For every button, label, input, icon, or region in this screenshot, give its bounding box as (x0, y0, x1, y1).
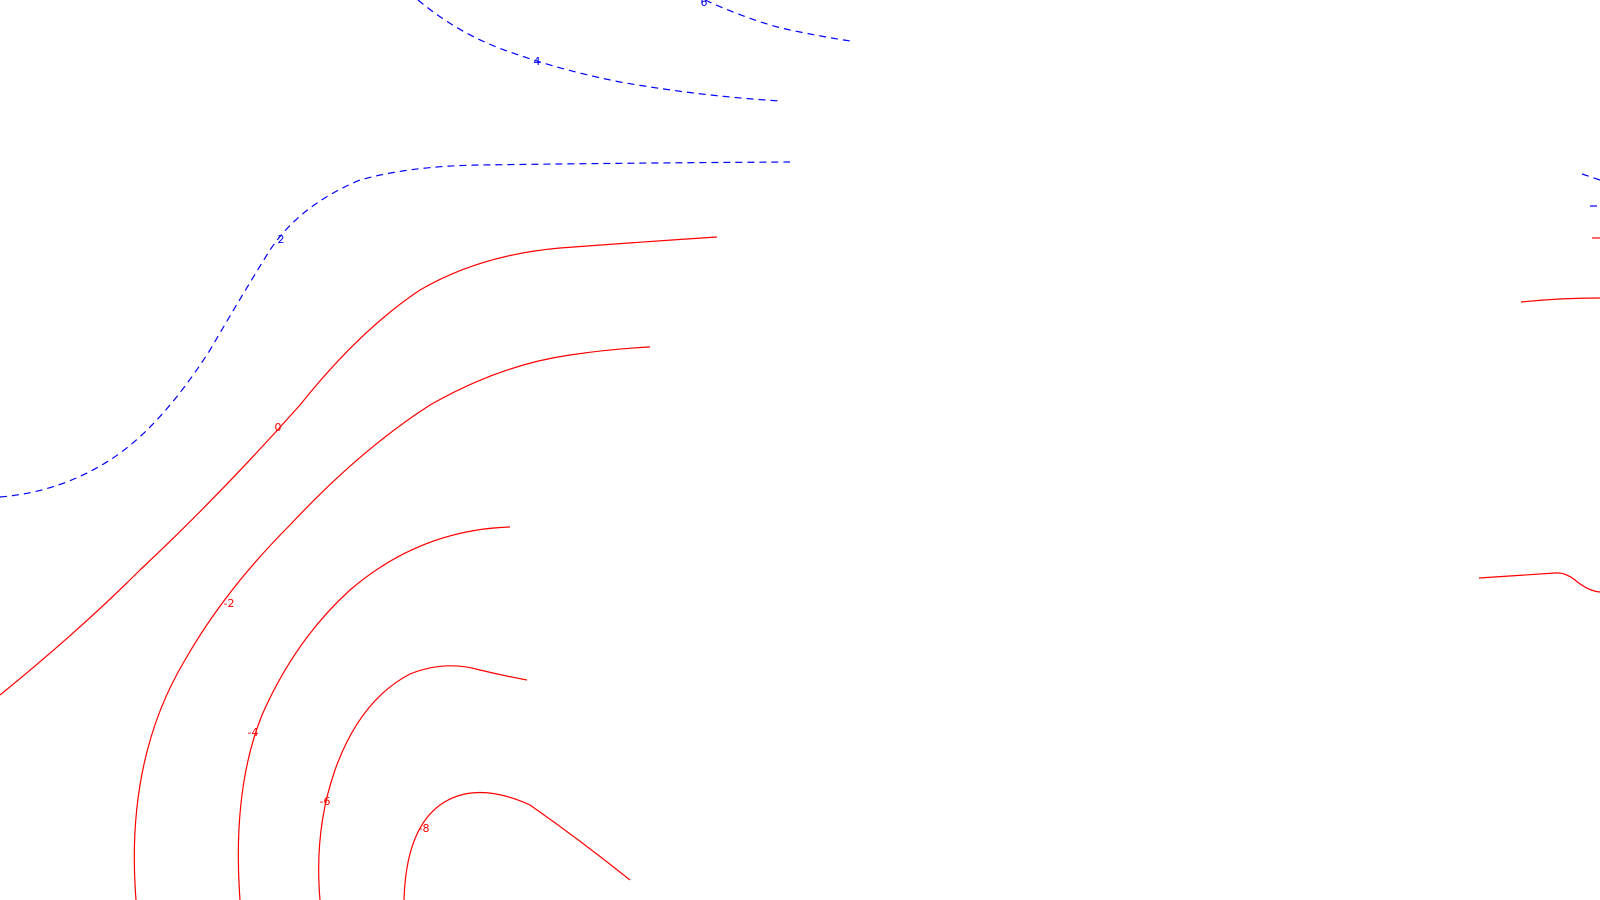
contour-line-6 (704, 0, 851, 42)
positive-contours (0, 0, 1600, 498)
contour-label-m2: -2 (224, 597, 235, 610)
contour-line-m2-right (1520, 297, 1600, 303)
contour-line-4 (417, 0, 781, 102)
contour-line-m2 (133, 346, 651, 900)
contour-line-0 (0, 236, 718, 696)
contour-line-m6 (318, 665, 528, 900)
contour-label-4: 4 (534, 55, 541, 68)
contour-line-6-right (1581, 173, 1600, 181)
contour-label-m4: -4 (248, 726, 259, 739)
contour-line-m4 (237, 526, 511, 900)
contour-label-0: 0 (275, 421, 282, 434)
contour-line-m4-right (1478, 572, 1600, 593)
contour-label-2: 2 (278, 233, 285, 246)
negative-contours (0, 236, 1600, 900)
contour-line-2 (0, 161, 791, 498)
contour-label-m6: -6 (320, 795, 331, 808)
contour-line-m8 (403, 791, 631, 900)
contour-label-m8: -8 (419, 822, 430, 835)
contour-label-6: 6 (701, 0, 708, 9)
contour-labels: 6 4 2 0 -2 -4 -6 -8 (224, 0, 708, 835)
